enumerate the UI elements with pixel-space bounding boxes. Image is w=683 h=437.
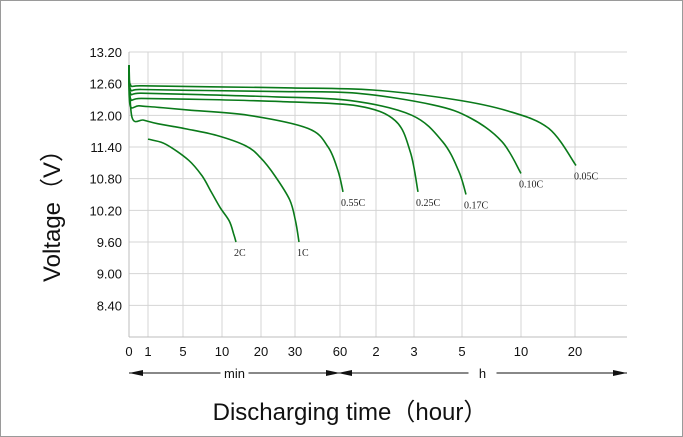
y-tick-label: 9.60 bbox=[97, 235, 122, 250]
x-tick-label: 20 bbox=[568, 344, 582, 359]
y-tick-label: 8.40 bbox=[97, 298, 122, 313]
x-tick-label: 60 bbox=[333, 344, 347, 359]
rate-label: 0.25C bbox=[416, 198, 441, 209]
x-tick-label: 5 bbox=[179, 344, 186, 359]
discharge-curves bbox=[128, 65, 577, 243]
y-tick-label: 12.00 bbox=[89, 108, 122, 123]
rate-labels: 2C 1C 0.55C 0.25C 0.17C 0.10C 0.05C bbox=[234, 171, 599, 259]
x-tick-label: 0 bbox=[125, 344, 132, 359]
unit-label-bg bbox=[220, 364, 249, 380]
x-tick-label: 3 bbox=[410, 344, 417, 359]
arrow-left-icon bbox=[338, 370, 352, 376]
rate-label: 1C bbox=[297, 248, 309, 259]
series-line-0_17C bbox=[128, 65, 467, 195]
series-line-0_55C bbox=[128, 65, 344, 193]
y-tick-label: 10.80 bbox=[89, 172, 122, 187]
unit-label-bg bbox=[468, 364, 497, 380]
y-tick-label: 10.20 bbox=[89, 203, 122, 218]
series-line-0_10C bbox=[128, 65, 522, 174]
series-line-1C bbox=[128, 65, 300, 243]
x-unit-label: min bbox=[224, 366, 245, 381]
x-axis-label: Discharging time（hour） bbox=[213, 399, 488, 426]
series-line-2C bbox=[147, 138, 237, 243]
x-unit-arrows: min h bbox=[129, 364, 627, 381]
y-tick-label: 12.60 bbox=[89, 77, 122, 92]
rate-label: 0.05C bbox=[574, 171, 599, 182]
y-tick-labels: 13.20 12.60 12.00 11.40 10.80 10.20 9.60 9.00 8.… bbox=[89, 45, 122, 313]
rate-label: 0.55C bbox=[341, 198, 366, 209]
arrow-right-icon bbox=[326, 370, 340, 376]
x-tick-labels: 0 1 5 10 20 30 60 2 3 5 10 20 bbox=[125, 344, 582, 359]
x-tick-label: 30 bbox=[288, 344, 302, 359]
x-tick-label: 2 bbox=[372, 344, 379, 359]
x-tick-label: 10 bbox=[514, 344, 528, 359]
arrow-left-icon bbox=[129, 370, 143, 376]
x-unit-label: h bbox=[479, 366, 486, 381]
rate-label: 0.10C bbox=[519, 179, 544, 190]
x-tick-label: 5 bbox=[458, 344, 465, 359]
y-tick-label: 11.40 bbox=[90, 140, 122, 155]
y-tick-label: 13.20 bbox=[89, 45, 122, 60]
rate-label: 0.17C bbox=[464, 201, 489, 212]
series-line-0_05C bbox=[128, 65, 577, 166]
series-line-0_25C bbox=[128, 65, 419, 193]
x-tick-label: 1 bbox=[144, 344, 151, 359]
x-tick-label: 20 bbox=[254, 344, 268, 359]
y-axis-label: Voltage（V） bbox=[39, 138, 66, 282]
rate-label: 2C bbox=[234, 248, 246, 259]
arrow-right-icon bbox=[613, 370, 627, 376]
y-tick-label: 9.00 bbox=[97, 267, 122, 282]
x-tick-label: 10 bbox=[215, 344, 229, 359]
